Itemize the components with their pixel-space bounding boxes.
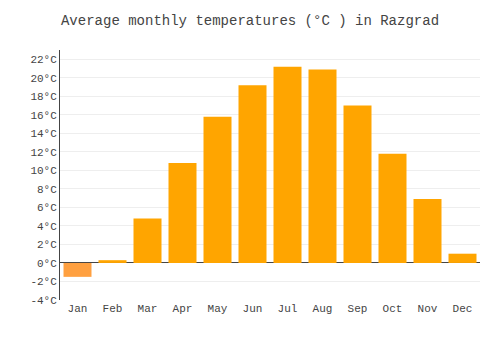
svg-text:2°C: 2°C: [37, 239, 57, 251]
svg-text:20°C: 20°C: [30, 73, 57, 85]
svg-text:Jan: Jan: [68, 303, 88, 315]
svg-text:18°C: 18°C: [30, 91, 57, 103]
svg-text:6°C: 6°C: [37, 202, 57, 214]
svg-text:Mar: Mar: [138, 303, 158, 315]
svg-text:-2°C: -2°C: [30, 276, 57, 288]
svg-text:4°C: 4°C: [37, 221, 57, 233]
svg-text:0°C: 0°C: [37, 258, 57, 270]
svg-text:Nov: Nov: [418, 303, 438, 315]
svg-text:10°C: 10°C: [30, 165, 57, 177]
svg-text:Jul: Jul: [278, 303, 298, 315]
svg-text:Sep: Sep: [348, 303, 368, 315]
svg-text:Average monthly temperatures (: Average monthly temperatures (°C ) in Ra…: [61, 13, 439, 29]
svg-text:14°C: 14°C: [30, 128, 57, 140]
svg-text:Dec: Dec: [453, 303, 473, 315]
svg-text:Jun: Jun: [243, 303, 263, 315]
svg-text:Feb: Feb: [103, 303, 123, 315]
svg-text:Aug: Aug: [313, 303, 333, 315]
svg-text:Apr: Apr: [173, 303, 193, 315]
svg-text:8°C: 8°C: [37, 184, 57, 196]
svg-text:16°C: 16°C: [30, 110, 57, 122]
svg-text:Oct: Oct: [383, 303, 403, 315]
svg-text:12°C: 12°C: [30, 147, 57, 159]
svg-text:May: May: [208, 303, 228, 315]
svg-text:22°C: 22°C: [30, 54, 57, 66]
svg-text:-4°C: -4°C: [30, 295, 57, 307]
